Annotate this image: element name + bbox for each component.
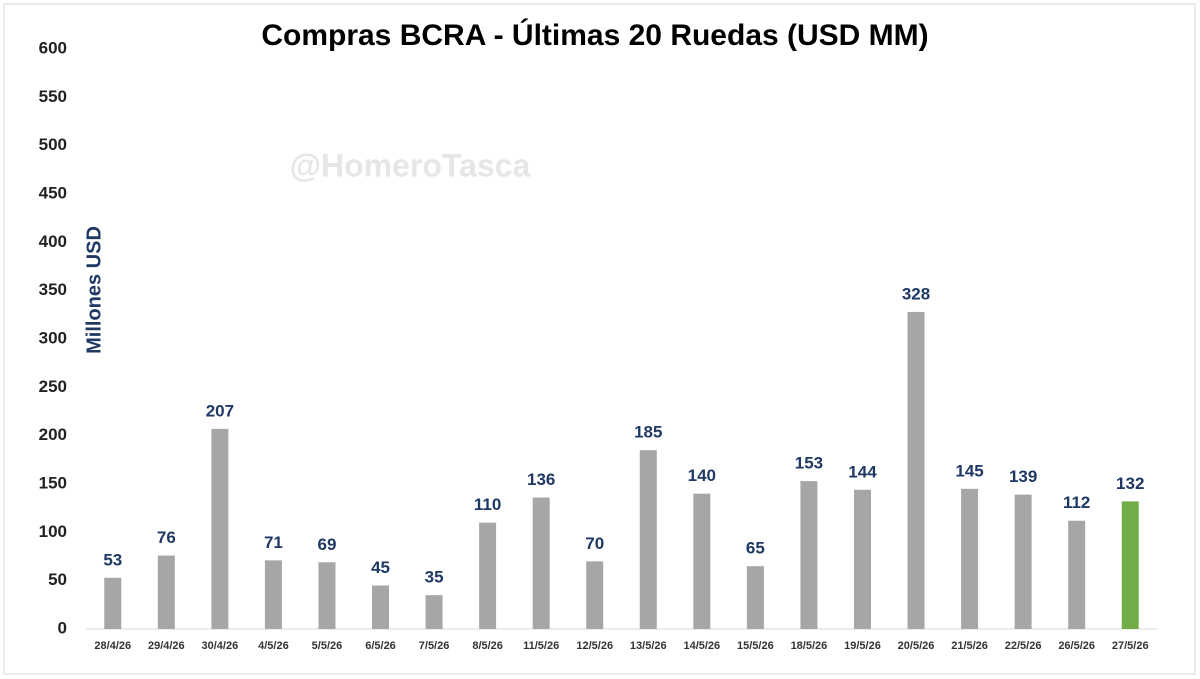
bar [693, 493, 711, 629]
bar [853, 489, 871, 629]
value-label: 35 [425, 568, 444, 587]
y-tick-label: 250 [39, 377, 67, 396]
bar [425, 595, 443, 629]
bar [907, 311, 925, 629]
bar [479, 522, 497, 629]
bar [264, 560, 282, 629]
bar [961, 488, 979, 629]
x-tick-label: 8/5/26 [472, 640, 503, 652]
bar [586, 561, 604, 629]
y-tick-label: 400 [39, 232, 67, 251]
y-tick-label: 150 [39, 473, 67, 492]
x-tick-label: 18/5/26 [791, 640, 828, 652]
y-tick-label: 500 [39, 135, 67, 154]
value-label: 132 [1116, 474, 1144, 493]
y-tick-label: 450 [39, 183, 67, 202]
y-tick-label: 300 [39, 328, 67, 347]
x-tick-label: 13/5/26 [630, 640, 667, 652]
bar [372, 585, 390, 629]
y-tick-label: 350 [39, 280, 67, 299]
value-label: 76 [157, 528, 176, 547]
y-tick-label: 100 [39, 522, 67, 541]
x-tick-label: 4/5/26 [258, 640, 289, 652]
bar [157, 555, 175, 629]
x-tick-label: 29/4/26 [148, 640, 185, 652]
value-label: 144 [848, 462, 877, 481]
x-tick-label: 27/5/26 [1112, 640, 1149, 652]
x-tick-label: 28/4/26 [94, 640, 131, 652]
value-label: 153 [795, 454, 823, 473]
x-tick-label: 15/5/26 [737, 640, 774, 652]
x-tick-label: 30/4/26 [202, 640, 239, 652]
x-tick-label: 11/5/26 [523, 640, 559, 652]
bar [1014, 494, 1032, 629]
value-label: 112 [1063, 493, 1090, 512]
x-tick-label: 6/5/26 [365, 640, 396, 652]
value-label: 45 [371, 558, 390, 577]
x-tick-label: 19/5/26 [844, 640, 881, 652]
x-tick-label: 20/5/26 [898, 640, 935, 652]
value-label: 69 [318, 535, 337, 554]
x-tick-label: 22/5/26 [1005, 640, 1042, 652]
value-label: 145 [955, 461, 983, 480]
y-axis-label: Millones USD [83, 226, 105, 354]
bar [1121, 501, 1139, 629]
bar [211, 428, 229, 629]
y-tick-label: 0 [58, 618, 67, 637]
value-label: 110 [474, 495, 501, 514]
y-tick-label: 200 [39, 425, 67, 444]
chart-title: Compras BCRA - Últimas 20 Ruedas (USD MM… [261, 18, 928, 52]
x-tick-label: 7/5/26 [419, 640, 450, 652]
bar [532, 497, 550, 629]
bar [1068, 520, 1086, 629]
x-tick-label: 26/5/26 [1058, 640, 1095, 652]
value-label: 328 [902, 284, 930, 303]
x-tick-label: 5/5/26 [312, 640, 343, 652]
x-tick-label: 21/5/26 [951, 640, 988, 652]
bar [800, 481, 818, 629]
x-tick-label: 12/5/26 [576, 640, 613, 652]
value-label: 185 [634, 423, 662, 442]
bar [104, 577, 122, 629]
bar [746, 566, 764, 629]
y-tick-label: 550 [39, 87, 67, 106]
y-tick-label: 600 [39, 38, 67, 57]
bar [639, 450, 657, 629]
value-label: 71 [264, 533, 283, 552]
value-label: 207 [206, 401, 234, 420]
value-label: 140 [688, 466, 716, 485]
y-tick-label: 50 [48, 570, 67, 589]
watermark: @HomeroTasca [290, 147, 531, 183]
value-label: 139 [1009, 467, 1037, 486]
value-label: 136 [527, 470, 555, 489]
bar [318, 562, 336, 629]
value-label: 65 [746, 539, 765, 558]
value-label: 70 [585, 534, 604, 553]
x-tick-label: 14/5/26 [683, 640, 720, 652]
value-label: 53 [103, 550, 122, 569]
